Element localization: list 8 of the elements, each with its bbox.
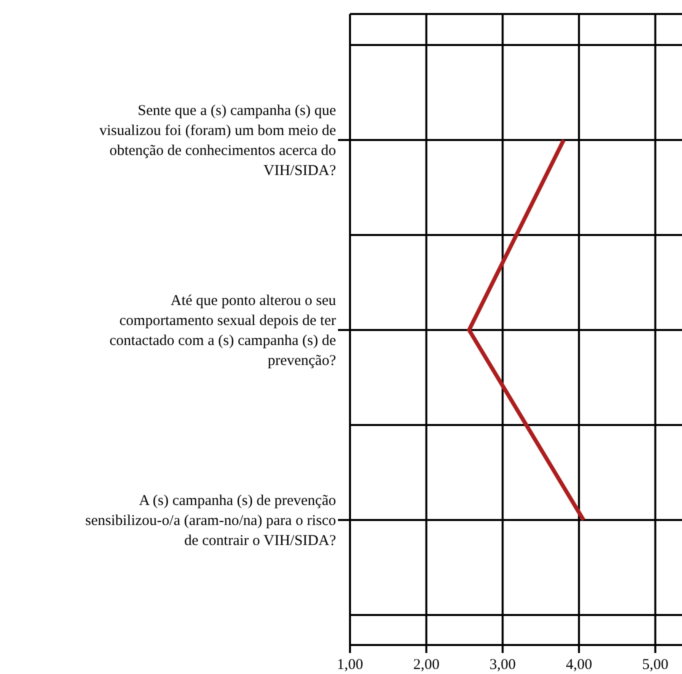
y-tick-label: Sente que a (s) campanha (s) que visualizou foi (foram) um bom meio de obtenção de conhecimentos acerca do VIH/SIDA? [99, 103, 336, 179]
x-tick-label: 3,00 [490, 657, 516, 673]
x-tick-label: 5,00 [642, 657, 668, 673]
y-tick-label: A (s) campanha (s) de prevenção sensibilizou-o/a (aram-no/na) para o risco de contrair o VIH/SIDA? [85, 493, 336, 549]
x-tick-label: 4,00 [566, 657, 592, 673]
x-tick-label: 1,00 [336, 657, 364, 673]
x-tick-label: 2,00 [413, 657, 440, 673]
y-tick-label: Até que ponto alterou o seu comportamento sexual depois de ter contactado com a (s) campanha (s) de prevenção? [109, 293, 336, 369]
